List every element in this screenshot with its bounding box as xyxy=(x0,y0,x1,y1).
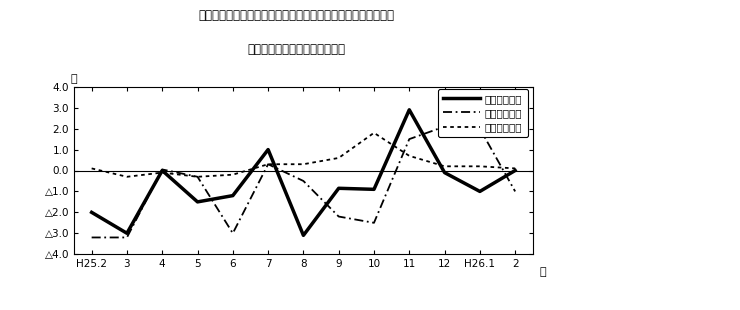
現金給与総額 xyxy=(193,200,202,204)
常用雇用指数 xyxy=(475,164,484,168)
現金給与総額 xyxy=(369,188,378,191)
現金給与総額 xyxy=(475,189,484,193)
Line: 常用雇用指数: 常用雇用指数 xyxy=(92,133,515,177)
現金給与総額 xyxy=(123,231,132,235)
常用雇用指数 xyxy=(334,156,343,160)
現金給与総額 xyxy=(334,186,343,190)
総実労働時間 xyxy=(475,127,484,131)
総実労働時間 xyxy=(334,215,343,218)
常用雇用指数 xyxy=(511,166,519,170)
Line: 現金給与総額: 現金給与総額 xyxy=(92,110,515,235)
現金給与総額 xyxy=(405,108,414,112)
総実労働時間 xyxy=(299,179,308,183)
現金給与総額 xyxy=(263,148,272,151)
総実労働時間 xyxy=(87,236,96,239)
総実労働時間 xyxy=(511,189,519,193)
Text: 第４図　賓金、労働時間、常用雇用指数　対前年同月比の推移: 第４図 賓金、労働時間、常用雇用指数 対前年同月比の推移 xyxy=(198,9,394,22)
常用雇用指数 xyxy=(440,164,449,168)
総実労働時間 xyxy=(263,162,272,166)
常用雇用指数 xyxy=(299,162,308,166)
Line: 総実労働時間: 総実労働時間 xyxy=(92,126,515,237)
総実労働時間 xyxy=(405,137,414,141)
総実労働時間 xyxy=(158,168,166,171)
現金給与総額 xyxy=(87,210,96,214)
常用雇用指数 xyxy=(263,162,272,166)
常用雇用指数 xyxy=(123,175,132,179)
常用雇用指数 xyxy=(229,173,238,177)
総実労働時間 xyxy=(193,175,202,179)
総実労働時間 xyxy=(229,231,238,235)
Legend: 現金給与総額, 総実労働時間, 常用雇用指数: 現金給与総額, 総実労働時間, 常用雇用指数 xyxy=(438,89,528,137)
現金給与総額 xyxy=(229,194,238,197)
常用雇用指数 xyxy=(193,175,202,179)
常用雇用指数 xyxy=(158,171,166,175)
現金給与総額 xyxy=(511,169,519,172)
常用雇用指数 xyxy=(405,154,414,158)
Text: 月: 月 xyxy=(540,267,546,277)
総実労働時間 xyxy=(123,236,132,239)
現金給与総額 xyxy=(440,171,449,175)
常用雇用指数 xyxy=(369,131,378,135)
総実労働時間 xyxy=(369,221,378,225)
現金給与総額 xyxy=(158,169,166,172)
Text: （規横５人以上　調査産業計）: （規横５人以上 調査産業計） xyxy=(247,43,345,56)
Text: ％: ％ xyxy=(71,74,77,84)
総実労働時間 xyxy=(440,125,449,128)
常用雇用指数 xyxy=(87,166,96,170)
現金給与総額 xyxy=(299,233,308,237)
